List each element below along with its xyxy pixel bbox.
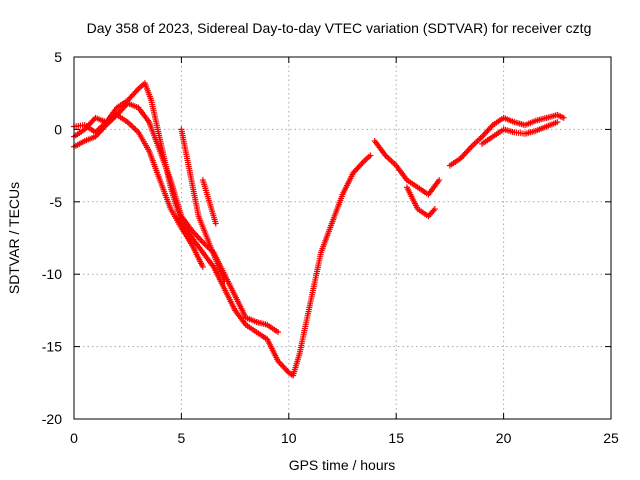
data-point: [367, 152, 374, 159]
grid: [74, 57, 611, 419]
x-tick-label: 0: [70, 430, 78, 446]
x-axis-label: GPS time / hours: [289, 457, 396, 473]
series-track-f: [371, 137, 443, 198]
x-tick-label: 25: [603, 430, 619, 446]
series-track-g: [403, 184, 438, 220]
data-point: [275, 329, 282, 336]
data-point: [431, 206, 438, 213]
data-point: [436, 177, 443, 184]
chart-title: Day 358 of 2023, Sidereal Day-to-day VTE…: [87, 20, 592, 36]
series-track-e: [199, 177, 219, 227]
series-track-i: [479, 119, 561, 147]
series-track-d: [178, 126, 228, 285]
data-point: [221, 278, 228, 285]
series-track-h: [446, 111, 567, 169]
y-axis-label: SDTVAR / TECUs: [6, 182, 22, 294]
data-point: [212, 220, 219, 227]
series-track-a: [71, 80, 374, 379]
axis-ticks: 0 5 10 15 20 25 5 0 -5 -10 -15 -20: [42, 49, 619, 446]
x-tick-label: 10: [281, 430, 297, 446]
data-points: [71, 80, 567, 379]
series-track-c: [71, 111, 206, 270]
y-tick-label: -15: [42, 339, 62, 355]
y-tick-label: -5: [50, 194, 63, 210]
data-point: [560, 114, 567, 121]
y-tick-label: -10: [42, 266, 62, 282]
y-tick-label: 5: [54, 49, 62, 65]
x-tick-label: 15: [388, 430, 404, 446]
plot-frame: [73, 56, 612, 420]
y-tick-label: 0: [54, 121, 62, 137]
data-point: [554, 119, 561, 126]
x-tick-label: 5: [178, 430, 186, 446]
x-tick-label: 20: [496, 430, 512, 446]
data-point: [199, 263, 206, 270]
y-tick-label: -20: [42, 411, 62, 427]
